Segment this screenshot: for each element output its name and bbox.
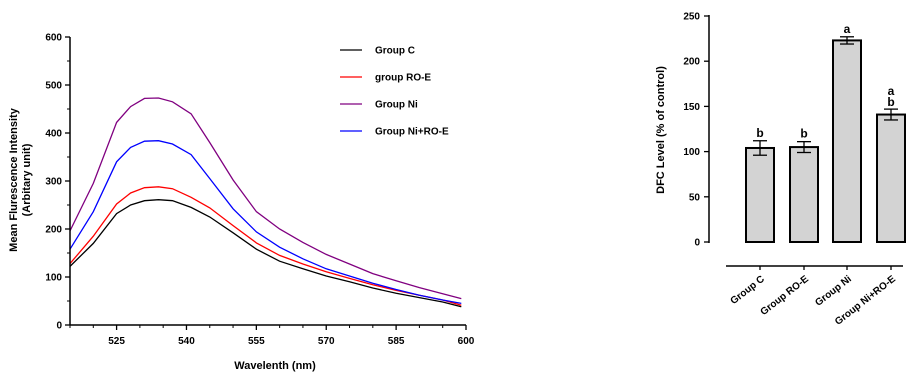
bar-chart-y-tick-label: 150 <box>683 102 700 113</box>
line-chart-x-tick-label: 570 <box>318 336 335 347</box>
bar-chart-category-label-2: Group Ni <box>813 274 854 309</box>
line-chart-x-tick-label: 600 <box>458 336 475 347</box>
line-chart-x-axis-label: Wavelenth (nm) <box>234 360 316 372</box>
bar-chart-category-label-1: Group RO-E <box>759 273 812 317</box>
bar-chart-y-tick-label: 250 <box>683 12 700 23</box>
line-chart-x-tick-label: 540 <box>178 336 195 347</box>
legend-label-0: Group C <box>375 46 415 57</box>
line-chart-y-tick-label: 0 <box>56 321 62 332</box>
significance-letter-0: b <box>756 126 763 140</box>
bar-0 <box>745 146 775 243</box>
line-chart-x-tick-label: 555 <box>248 336 265 347</box>
line-chart-y-axis-label-line-2: (Arbitary unit) <box>21 143 33 216</box>
bar-chart-y-tick-label: 100 <box>683 147 700 158</box>
line-chart-y-axis-label-line-1: Mean Flurescence Intensity <box>8 107 20 252</box>
significance-letter-second-3: b <box>887 95 894 109</box>
bar-chart-y-axis-label: DFC Level (% of control) <box>655 66 667 194</box>
line-chart-y-tick-label: 400 <box>45 129 62 140</box>
line-series-0 <box>69 199 462 308</box>
bar-chart-axes <box>708 15 903 267</box>
line-chart-x-tick-label: 585 <box>388 336 405 347</box>
bar-chart-y-tick-label: 0 <box>694 238 700 249</box>
legend-label-3: Group Ni+RO-E <box>375 127 449 138</box>
bar-1 <box>789 146 819 243</box>
bar-chart-y-tick-label: 50 <box>689 192 701 203</box>
line-series-1 <box>69 186 462 306</box>
bar-chart-category-label-0: Group C <box>729 274 767 307</box>
line-chart-legend: Group C group RO-E Group Ni Group Ni+RO-E <box>340 46 449 138</box>
line-chart-y-tick-label: 600 <box>45 33 62 44</box>
legend-label-1: group RO-E <box>375 73 431 84</box>
bar-chart-y-ticks: 0 50 100 150 200 250 <box>683 12 709 249</box>
significance-letter-2: a <box>844 22 851 36</box>
bar-chart-y-tick-label: 200 <box>683 57 700 68</box>
bar-2 <box>832 39 862 243</box>
fluorescence-line-chart: 0 100 200 300 400 500 600 525 540 555 570 585 600 W… <box>8 33 475 373</box>
line-chart-y-tick-label: 100 <box>45 273 62 284</box>
line-series-2 <box>69 97 462 300</box>
line-chart-y-tick-label: 200 <box>45 225 62 236</box>
bar-3 <box>876 113 906 243</box>
line-chart-y-tick-label: 300 <box>45 177 62 188</box>
line-chart-y-tick-label: 500 <box>45 81 62 92</box>
line-series-3 <box>69 140 462 305</box>
line-series-group <box>69 97 462 308</box>
significance-letter-3: a <box>888 84 895 98</box>
line-chart-x-tick-label: 525 <box>108 336 125 347</box>
line-chart-y-ticks: 0 100 200 300 400 500 600 <box>45 33 70 332</box>
legend-label-2: Group Ni <box>375 100 418 111</box>
significance-letter-1: b <box>800 127 807 141</box>
line-chart-x-ticks: 525 540 555 570 585 600 <box>69 325 475 347</box>
